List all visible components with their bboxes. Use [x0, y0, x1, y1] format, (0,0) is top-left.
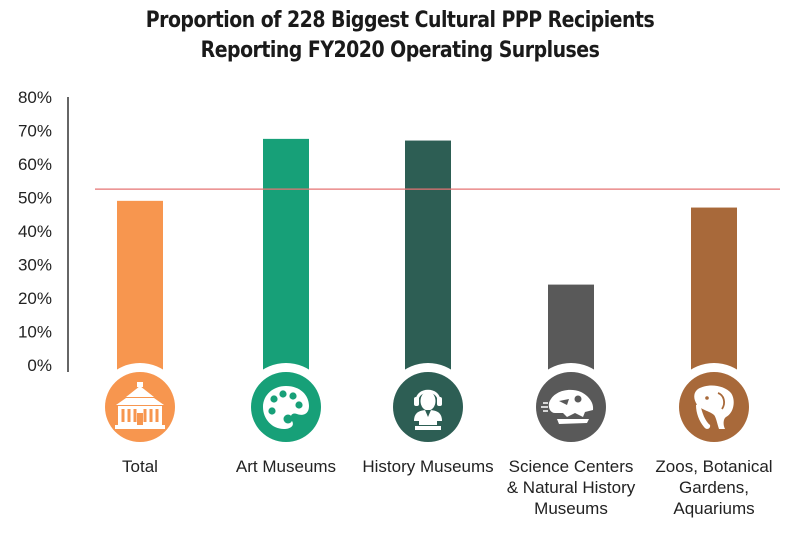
category-label: Total: [65, 456, 215, 477]
category-label: Art Museums: [211, 456, 361, 477]
y-tick-label: 80%: [18, 88, 52, 107]
category-label-line: Museums: [534, 499, 608, 518]
bar: [548, 284, 594, 371]
bar: [263, 138, 309, 371]
building-icon: [115, 382, 165, 429]
category-label-line: History Museums: [362, 457, 494, 476]
chart-title-line-2: Reporting FY2020 Operating Surpluses: [200, 38, 600, 63]
category-label: History Museums: [353, 456, 503, 477]
bar: [405, 140, 451, 371]
category-label-line: Aquariums: [673, 499, 755, 518]
palette-icon: [263, 386, 309, 429]
y-tick-label: 60%: [18, 155, 52, 174]
dinosaur-skull-icon: [541, 389, 594, 424]
y-tick-label: 10%: [18, 323, 52, 342]
elephant-icon: [694, 385, 734, 429]
chart-title: Proportion of 228 Biggest Cultural PPP R…: [56, 6, 744, 66]
category-label-line: Science Centers: [508, 457, 634, 476]
y-tick-label: 30%: [18, 256, 52, 275]
y-tick-label: 50%: [18, 189, 52, 208]
chart-title-line-1: Proportion of 228 Biggest Cultural PPP R…: [145, 8, 655, 33]
bust-icon: [414, 389, 442, 430]
bar: [117, 200, 163, 371]
y-tick-label: 0%: [27, 356, 52, 375]
category-label-line: Total: [122, 457, 158, 476]
category-label-line: Zoos, Botanical: [655, 457, 773, 476]
category-label-line: Gardens,: [679, 478, 749, 497]
category-label: Zoos, Botanical Gardens, Aquariums: [639, 456, 789, 519]
category-label: Science Centers & Natural History Museums: [496, 456, 646, 519]
category-label-line: & Natural History: [506, 478, 636, 497]
y-tick-label: 20%: [18, 289, 52, 308]
category-label-line: Art Museums: [235, 457, 337, 476]
bar: [691, 207, 737, 371]
y-tick-label: 40%: [18, 222, 52, 241]
y-tick-label: 70%: [18, 122, 52, 141]
